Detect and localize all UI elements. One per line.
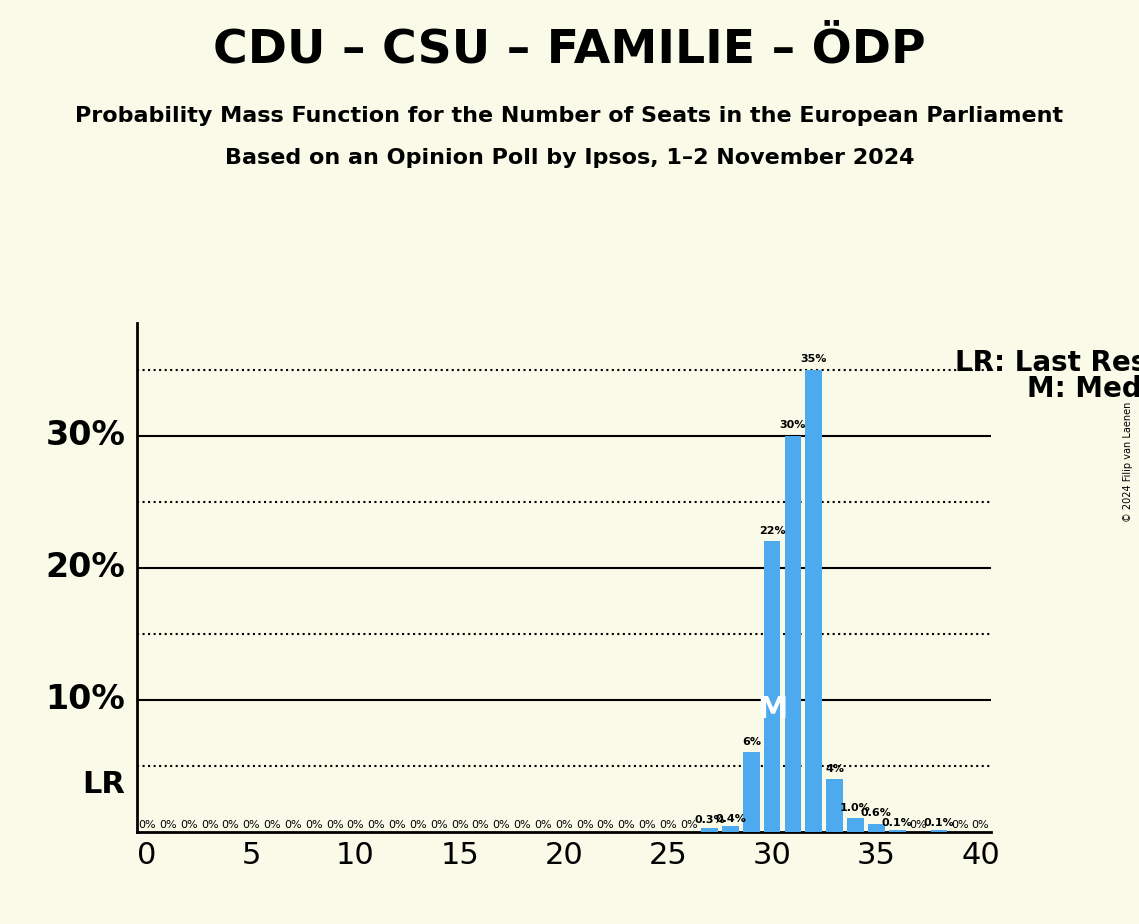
Text: 0%: 0% [138, 821, 156, 831]
Text: 0%: 0% [243, 821, 260, 831]
Text: 0.6%: 0.6% [861, 808, 892, 819]
Text: 0.3%: 0.3% [695, 815, 724, 825]
Text: 0%: 0% [263, 821, 281, 831]
Text: 0.1%: 0.1% [882, 818, 912, 828]
Text: 22%: 22% [759, 526, 786, 536]
Bar [722, 826, 739, 832]
Text: 0%: 0% [972, 821, 990, 831]
Text: 0%: 0% [368, 821, 385, 831]
Text: 20%: 20% [46, 551, 125, 584]
Text: LR: Last Result: LR: Last Result [956, 349, 1139, 377]
Text: 4%: 4% [825, 763, 844, 773]
Text: 0%: 0% [680, 821, 697, 831]
Text: 0%: 0% [222, 821, 239, 831]
Bar [764, 541, 780, 832]
Bar [931, 831, 948, 832]
Text: 10%: 10% [46, 683, 125, 716]
Text: 0%: 0% [597, 821, 614, 831]
Bar [805, 370, 822, 832]
Text: M: Median: M: Median [1027, 375, 1139, 404]
Text: 0%: 0% [451, 821, 468, 831]
Text: 0%: 0% [514, 821, 531, 831]
Text: 0%: 0% [617, 821, 636, 831]
Text: 35%: 35% [801, 354, 827, 364]
Text: 0%: 0% [576, 821, 593, 831]
Text: 0.1%: 0.1% [924, 818, 954, 828]
Text: 0%: 0% [638, 821, 656, 831]
Text: 0%: 0% [305, 821, 322, 831]
Text: 30%: 30% [780, 420, 806, 431]
Text: 0%: 0% [534, 821, 551, 831]
Text: 0%: 0% [555, 821, 573, 831]
Bar [702, 828, 718, 832]
Bar [868, 823, 885, 832]
Text: 0%: 0% [180, 821, 197, 831]
Text: 0%: 0% [159, 821, 177, 831]
Text: Probability Mass Function for the Number of Seats in the European Parliament: Probability Mass Function for the Number… [75, 106, 1064, 127]
Bar [888, 831, 906, 832]
Bar [785, 435, 802, 832]
Text: 0%: 0% [200, 821, 219, 831]
Text: 0%: 0% [431, 821, 448, 831]
Text: 0%: 0% [909, 821, 927, 831]
Text: 0%: 0% [346, 821, 364, 831]
Text: 30%: 30% [46, 419, 125, 452]
Text: LR: LR [82, 771, 125, 799]
Text: M: M [757, 695, 787, 724]
Text: 0%: 0% [659, 821, 677, 831]
Text: 0%: 0% [472, 821, 490, 831]
Text: 0%: 0% [951, 821, 968, 831]
Text: 0%: 0% [492, 821, 510, 831]
Text: 1.0%: 1.0% [841, 803, 871, 813]
Bar [826, 779, 843, 832]
Text: 0%: 0% [284, 821, 302, 831]
Text: 0.4%: 0.4% [715, 814, 746, 823]
Text: 6%: 6% [741, 737, 761, 748]
Text: 0%: 0% [409, 821, 427, 831]
Text: 0%: 0% [388, 821, 405, 831]
Bar [847, 819, 863, 832]
Text: Based on an Opinion Poll by Ipsos, 1–2 November 2024: Based on an Opinion Poll by Ipsos, 1–2 N… [224, 148, 915, 168]
Text: CDU – CSU – FAMILIE – ÖDP: CDU – CSU – FAMILIE – ÖDP [213, 28, 926, 73]
Text: © 2024 Filip van Laenen: © 2024 Filip van Laenen [1123, 402, 1133, 522]
Text: 0%: 0% [326, 821, 344, 831]
Bar [743, 752, 760, 832]
